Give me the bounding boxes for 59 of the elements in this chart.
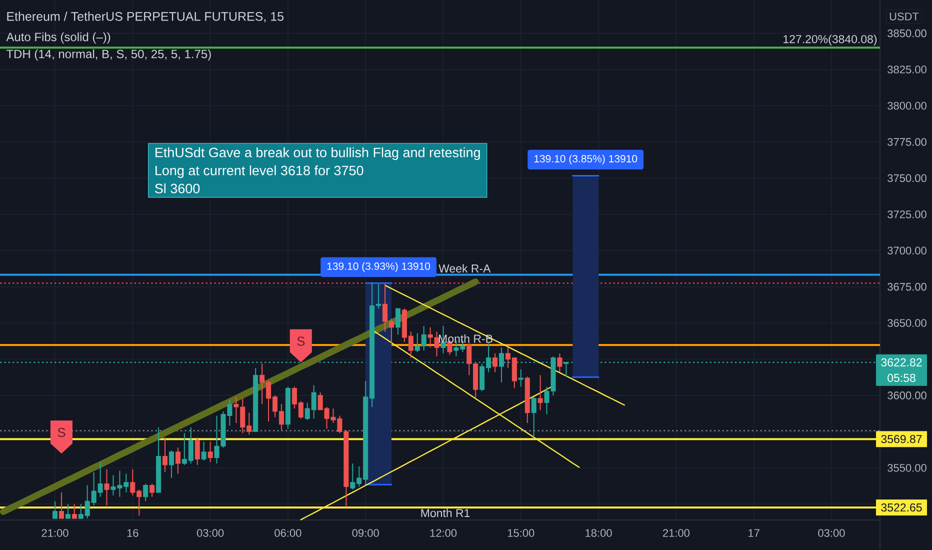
x-tick-label: 21:00 xyxy=(42,529,68,537)
candlestick xyxy=(72,504,77,520)
annotation: Auto Fibs (solid (–)) xyxy=(6,32,110,44)
y-tick-label: 3600.00 xyxy=(888,392,926,400)
annotation: Long at current level 3618 for 3750 xyxy=(156,165,364,178)
candlestick xyxy=(492,352,498,373)
annotation: TDH (14, normal, B, S, 50, 25, 5, 1.75) xyxy=(6,49,211,61)
y-tick-label: 3750.00 xyxy=(888,174,926,182)
candlestick xyxy=(150,483,155,498)
y-tick-label: 3650.00 xyxy=(888,319,926,327)
x-tick-label: 21:00 xyxy=(662,529,690,537)
candlestick xyxy=(104,468,110,506)
candlestick xyxy=(143,483,148,502)
candlestick xyxy=(538,374,543,410)
y-tick-label: 3675.00 xyxy=(888,282,926,291)
y-tick-label: 3775.00 xyxy=(888,138,926,146)
candlestick xyxy=(168,450,174,478)
annotation: 127.20%(3840.08) xyxy=(784,34,877,46)
annotation: Sl 3600 xyxy=(155,183,200,194)
x-tick-label: 15:00 xyxy=(508,529,534,537)
candlestick xyxy=(162,436,168,473)
annotation: 139.10 (3.93%) 13910 xyxy=(327,262,430,272)
y-tick-label: 3800.00 xyxy=(888,102,926,110)
candlestick xyxy=(531,396,536,438)
annotation: S xyxy=(58,428,66,438)
candlestick xyxy=(65,504,70,520)
annotation: EthUSdt Gave a break out to bullish Flag and retesting xyxy=(156,147,480,160)
x-tick-label: 03:00 xyxy=(196,529,224,537)
y-tick-label: 3550.00 xyxy=(888,464,926,472)
annotation: S xyxy=(297,336,305,346)
y-tick-label: 3700.00 xyxy=(888,246,926,254)
x-tick-label: 16 xyxy=(127,529,138,537)
candlestick xyxy=(175,447,180,474)
x-tick-label: 12:00 xyxy=(430,529,457,537)
candlestick xyxy=(58,492,64,520)
ref-line-label: 3522.65 xyxy=(881,503,922,512)
x-tick-label: 06:00 xyxy=(274,529,302,537)
text: Ethereum / TetherUS PERPETUAL FUTURES, 15 xyxy=(7,12,284,22)
x-tick-label: 03:00 xyxy=(818,529,845,537)
candlestick xyxy=(395,308,400,336)
ref-line-label: 3622.82 xyxy=(881,358,922,366)
candlestick xyxy=(194,436,200,466)
ref-line-label: 3569.87 xyxy=(881,435,922,444)
text: 05:58 xyxy=(888,374,916,382)
x-tick-label: 17 xyxy=(748,529,760,537)
x-tick-label: 09:00 xyxy=(352,529,379,537)
y-tick-label: 3725.00 xyxy=(888,210,926,218)
y-axis-title: USDT xyxy=(890,12,919,20)
candlestick xyxy=(557,352,562,373)
candlestick xyxy=(201,441,206,462)
y-tick-label: 3850.00 xyxy=(888,29,926,38)
candlestick xyxy=(52,500,58,520)
candlestick xyxy=(208,441,213,463)
annotation: 139.10 (3.85%) 13910 xyxy=(534,154,638,165)
annotation: Month R1 xyxy=(421,508,470,518)
candlestick xyxy=(518,368,524,388)
annotation: Week R-A xyxy=(438,264,491,273)
x-tick-label: 18:00 xyxy=(586,529,612,537)
y-tick-label: 3825.00 xyxy=(888,66,926,74)
